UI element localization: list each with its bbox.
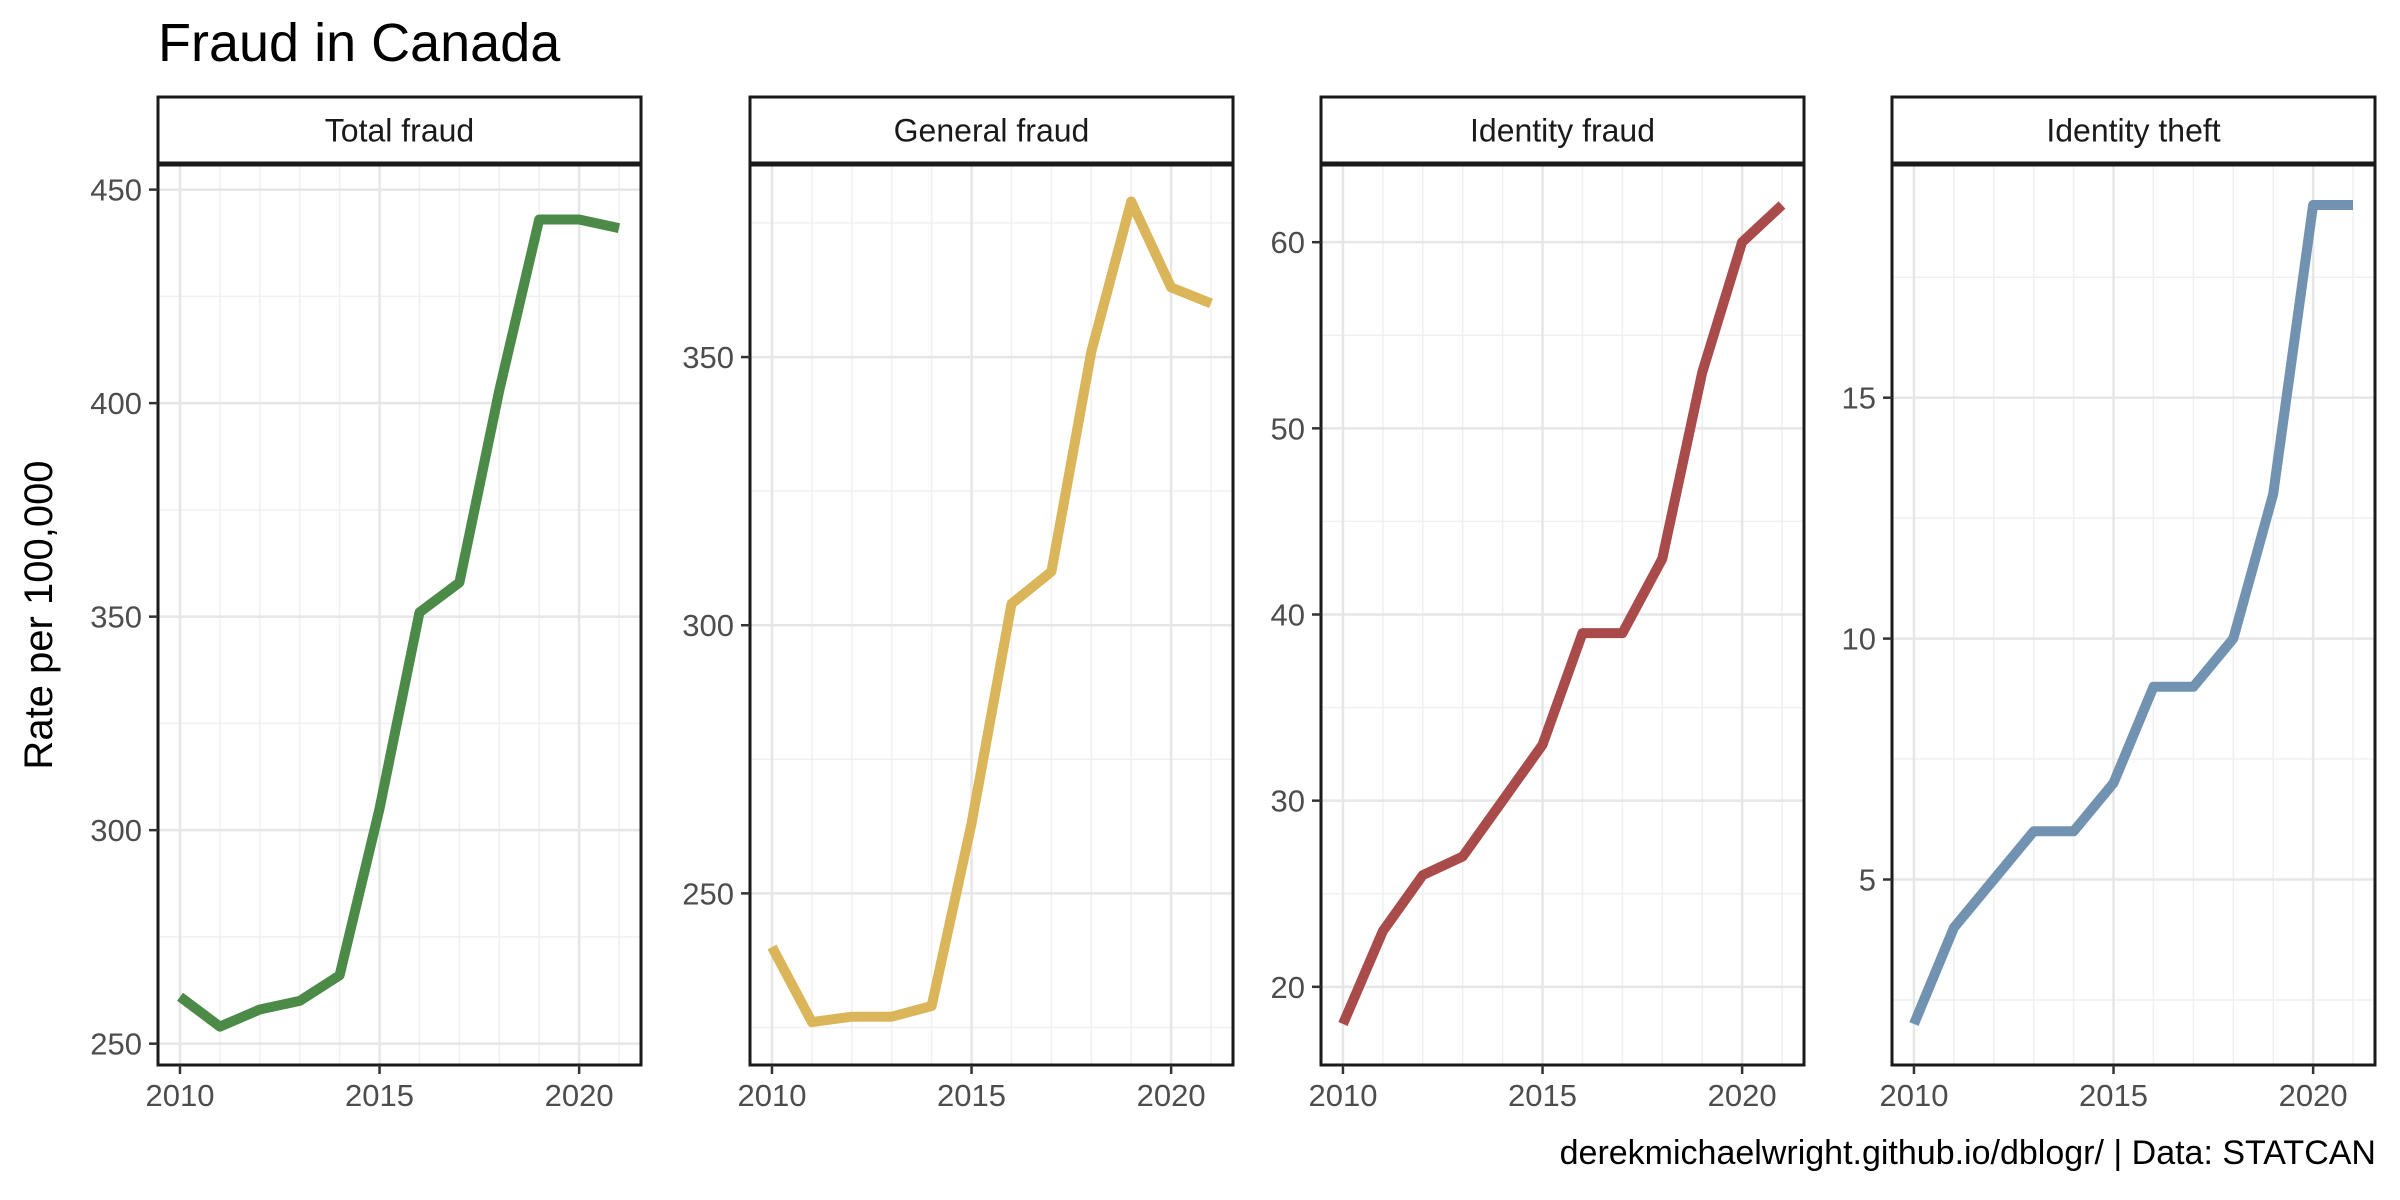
- y-tick-label: 400: [90, 386, 142, 421]
- series-line-4: [1909, 200, 2353, 1026]
- y-tick-label: 15: [1842, 381, 1876, 416]
- strip-label: Total fraud: [325, 113, 474, 149]
- x-tick-label: 2015: [1508, 1078, 1577, 1113]
- strip-background: [748, 95, 1235, 166]
- y-tick-label: 20: [1271, 970, 1305, 1005]
- strip-label: General fraud: [894, 113, 1090, 149]
- y-tick-label: 10: [1842, 622, 1876, 657]
- y-tick-label: 50: [1271, 411, 1305, 446]
- x-tick-label: 2015: [2079, 1078, 2148, 1113]
- x-tick-label: 2020: [1708, 1078, 1777, 1113]
- x-tick-label: 2010: [1879, 1078, 1948, 1113]
- y-tick-label: 450: [90, 173, 142, 208]
- panel-background: [750, 164, 1233, 1065]
- chart-title: Fraud in Canada: [158, 13, 561, 73]
- x-tick-label: 2015: [937, 1078, 1006, 1113]
- y-tick-label: 350: [90, 600, 142, 635]
- strip-label: Identity fraud: [1470, 113, 1655, 149]
- series-line-2: [767, 196, 1213, 1028]
- y-axis-label: Rate per 100,000: [17, 460, 61, 769]
- x-tick-label: 2010: [1308, 1078, 1377, 1113]
- series-line-1: [177, 214, 621, 1032]
- x-tick-label: 2010: [145, 1078, 214, 1113]
- x-tick-label: 2020: [545, 1078, 614, 1113]
- y-tick-label: 300: [90, 813, 142, 848]
- panel-2: General fraud 250 300 350 2010 2015 2020: [682, 95, 1235, 1113]
- y-tick-label: 250: [682, 876, 734, 911]
- y-tick-label: 350: [682, 340, 734, 375]
- x-tick-label: 2015: [345, 1078, 414, 1113]
- y-tick-label: 40: [1271, 598, 1305, 633]
- y-tick-label: 30: [1271, 784, 1305, 819]
- panel-3: Identity fraud 20 30 40 50 60 2010 2015 2020: [1271, 95, 1806, 1113]
- panel-background: [158, 164, 641, 1065]
- x-tick-label: 2020: [2279, 1078, 2348, 1113]
- panel-1: Total fraud 250 300 350 400 450 2010 2015 2020: [90, 95, 643, 1113]
- y-tick-label: 5: [1859, 863, 1876, 898]
- series-line-3: [1338, 201, 1786, 1026]
- strip-label: Identity theft: [2046, 113, 2220, 149]
- panel-4: Identity theft 5 10 15 2010 2015 2020: [1842, 95, 2377, 1113]
- caption: derekmichaelwright.github.io/dblogr/ | D…: [1559, 1134, 2376, 1172]
- y-tick-label: 250: [90, 1027, 142, 1062]
- x-tick-label: 2010: [737, 1078, 806, 1113]
- y-tick-label: 60: [1271, 225, 1305, 260]
- x-tick-label: 2020: [1137, 1078, 1206, 1113]
- y-tick-label: 300: [682, 608, 734, 643]
